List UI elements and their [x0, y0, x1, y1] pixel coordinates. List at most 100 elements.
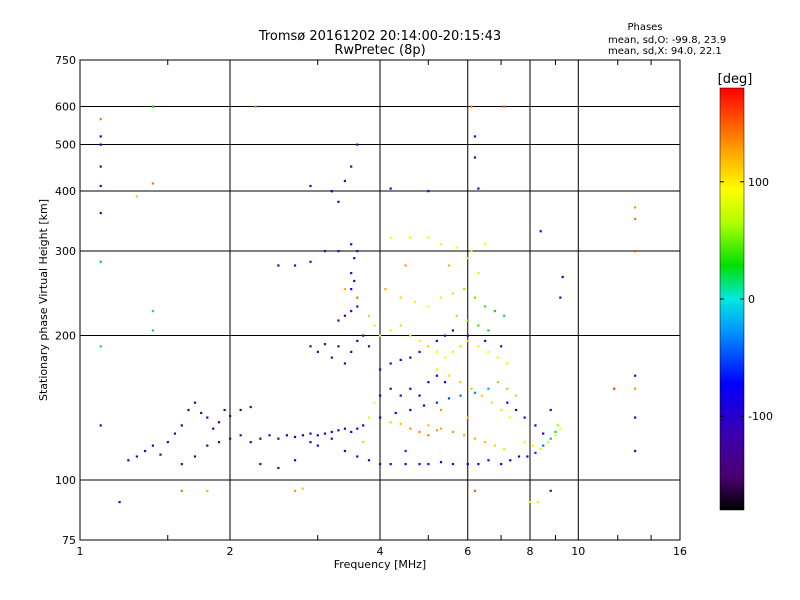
- y-tick-label: 300: [55, 245, 76, 258]
- plot-frame: [79, 59, 681, 541]
- data-point: [173, 432, 177, 435]
- data-point: [542, 432, 545, 435]
- data-point: [193, 455, 197, 458]
- colorbar-tick-label: -100: [748, 410, 773, 423]
- data-point: [350, 288, 353, 291]
- data-point: [343, 449, 347, 453]
- data-point: [473, 391, 477, 394]
- data-point: [367, 416, 371, 419]
- data-point: [534, 424, 537, 427]
- data-point: [554, 434, 557, 437]
- data-point: [500, 408, 503, 412]
- data-point: [634, 374, 637, 377]
- data-point: [389, 187, 392, 190]
- data-point: [180, 489, 183, 492]
- data-point: [515, 394, 518, 397]
- data-point: [330, 437, 333, 440]
- x-tick-label: 16: [673, 545, 687, 558]
- data-point: [427, 434, 430, 437]
- data-point: [249, 405, 252, 409]
- data-point: [559, 427, 562, 430]
- data-point: [337, 250, 340, 253]
- data-point: [470, 105, 473, 108]
- y-tick-label: 200: [55, 330, 76, 343]
- data-point: [477, 462, 480, 466]
- y-axis-label: Stationary phase Virtual Height [km]: [37, 199, 50, 401]
- data-point: [301, 487, 305, 490]
- data-point: [470, 250, 473, 253]
- x-tick-label: 4: [377, 545, 384, 558]
- data-point: [367, 345, 371, 348]
- data-point: [418, 394, 421, 397]
- data-point: [493, 309, 497, 313]
- data-point: [99, 212, 102, 215]
- data-point: [323, 250, 327, 253]
- data-point: [362, 424, 365, 427]
- data-point: [143, 449, 147, 453]
- data-point: [151, 105, 155, 108]
- data-point: [523, 416, 526, 419]
- data-point: [118, 500, 121, 504]
- data-point: [447, 264, 451, 267]
- data-point: [506, 387, 509, 390]
- data-point: [634, 250, 637, 253]
- data-point: [427, 345, 430, 348]
- data-point: [447, 397, 451, 400]
- data-point: [239, 434, 242, 437]
- x-tick-label: 10: [571, 545, 585, 558]
- data-point: [427, 424, 430, 427]
- data-point: [534, 451, 537, 454]
- data-point: [379, 334, 382, 337]
- data-point: [337, 319, 340, 322]
- data-point: [379, 462, 382, 466]
- data-point: [293, 489, 297, 492]
- data-point: [277, 264, 280, 267]
- y-tick-label: 500: [55, 139, 76, 152]
- data-point: [268, 434, 271, 437]
- data-point: [337, 200, 340, 203]
- data-point: [561, 275, 564, 279]
- data-point: [459, 381, 462, 384]
- data-point: [404, 449, 407, 453]
- data-point: [539, 448, 542, 451]
- y-axis-ticks: 75 100 200 300 400 500 600 750: [55, 54, 76, 547]
- data-point: [180, 424, 183, 427]
- data-point: [473, 489, 477, 492]
- data-point: [634, 387, 637, 390]
- data-point: [427, 190, 430, 193]
- chart-subtitle: RwPretec (8p): [334, 43, 425, 58]
- data-point: [549, 489, 552, 492]
- data-point: [435, 350, 438, 353]
- data-point: [259, 462, 262, 466]
- data-point: [389, 421, 392, 424]
- data-point: [373, 401, 376, 404]
- data-point: [477, 324, 480, 327]
- data-point: [293, 459, 297, 462]
- data-point: [356, 296, 359, 299]
- data-point: [443, 334, 447, 337]
- data-point: [487, 350, 490, 353]
- data-point: [404, 264, 407, 267]
- data-point: [379, 394, 382, 397]
- data-point: [301, 434, 305, 437]
- data-point: [316, 350, 319, 353]
- grid-lines: [80, 60, 680, 540]
- data-point: [99, 184, 102, 188]
- data-point: [466, 334, 469, 337]
- data-point: [99, 135, 102, 138]
- data-point: [439, 427, 443, 430]
- data-point: [99, 118, 102, 121]
- data-point: [217, 421, 221, 424]
- data-point: [350, 430, 353, 434]
- data-point: [151, 444, 155, 447]
- data-points: [99, 105, 637, 504]
- data-point: [523, 441, 526, 444]
- data-point: [418, 430, 421, 434]
- data-point: [473, 437, 477, 440]
- data-point: [439, 296, 443, 299]
- data-point: [384, 288, 387, 291]
- data-point: [356, 427, 359, 430]
- data-point: [473, 135, 477, 138]
- data-point: [99, 165, 102, 168]
- data-point: [309, 441, 312, 444]
